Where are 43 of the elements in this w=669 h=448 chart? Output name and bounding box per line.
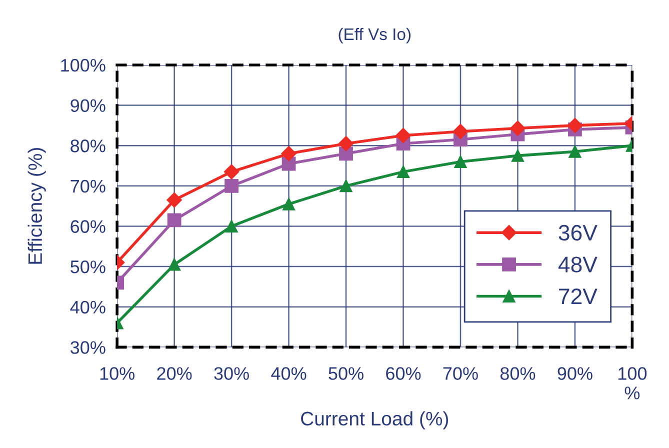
chart-title: (Eff Vs Io) — [338, 28, 411, 44]
x-tick-label: 100 % — [618, 367, 647, 400]
x-axis-title: Current Load (%) — [301, 411, 448, 430]
legend-label: 36V — [558, 224, 598, 241]
x-tick-label: 20% — [157, 367, 192, 380]
point — [167, 213, 182, 228]
point — [224, 164, 240, 180]
point — [281, 146, 296, 162]
x-tick-label: 70% — [443, 367, 478, 380]
point — [397, 166, 410, 178]
y-tick-label: 70% — [70, 180, 106, 193]
point — [340, 180, 352, 192]
point — [510, 120, 526, 136]
y-axis-title: Efficiency (%) — [28, 148, 46, 264]
y-tick-label: 40% — [70, 300, 106, 314]
y-tick-label: 30% — [70, 341, 106, 354]
point — [511, 149, 524, 162]
point — [224, 178, 238, 193]
x-tick-label: 10% — [100, 367, 134, 380]
y-tick-label: 60% — [70, 220, 106, 233]
point — [567, 118, 583, 134]
point — [225, 220, 238, 232]
x-tick-label: 40% — [271, 367, 306, 380]
point — [452, 124, 468, 140]
x-tick-label: 60% — [386, 367, 421, 380]
point — [454, 155, 467, 168]
x-tick-label: 50% — [328, 367, 364, 380]
point — [282, 198, 296, 210]
y-tick-label: 100% — [61, 58, 106, 72]
x-tick-label: 80% — [500, 367, 536, 380]
point — [166, 192, 182, 208]
point — [339, 146, 353, 161]
point — [168, 258, 181, 271]
legend-label: 72V — [559, 288, 598, 304]
point — [568, 145, 582, 158]
point — [338, 136, 354, 152]
y-tick-label: 50% — [70, 260, 106, 274]
legend-label: 48V — [558, 256, 598, 272]
x-tick-label: 30% — [214, 367, 249, 380]
y-tick-label: 80% — [70, 140, 106, 152]
point — [396, 128, 411, 144]
y-tick-label: 90% — [70, 99, 106, 112]
x-tick-label: 90% — [558, 367, 592, 380]
